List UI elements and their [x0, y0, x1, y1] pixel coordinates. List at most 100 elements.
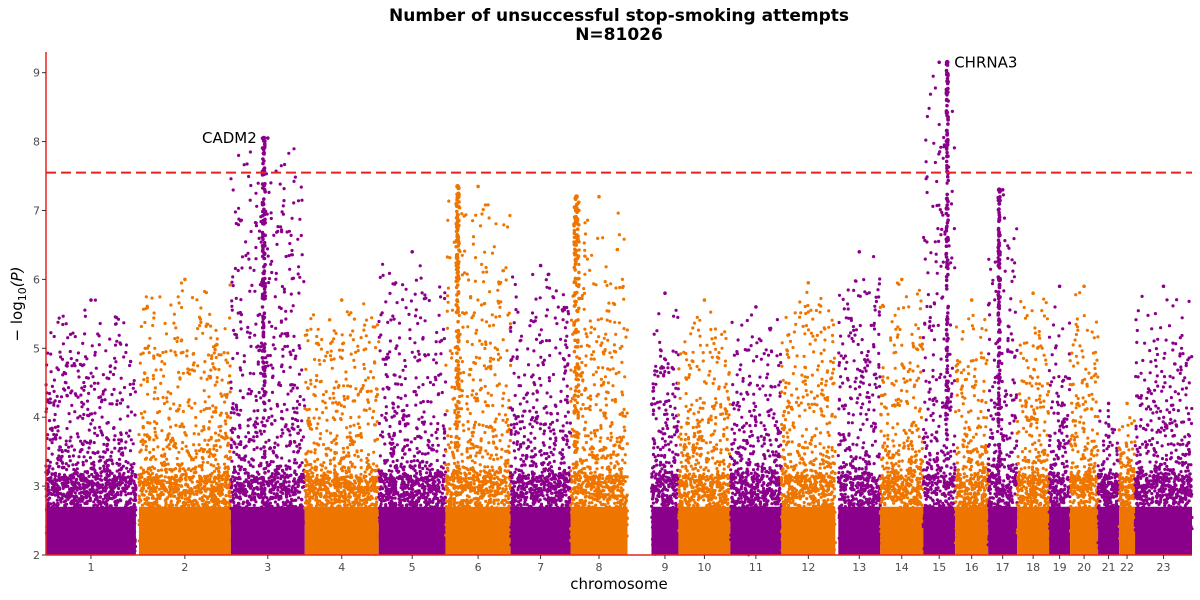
snp-point [83, 308, 87, 312]
snp-point [273, 496, 277, 500]
snp-point [75, 548, 79, 552]
snp-point [359, 458, 363, 462]
snp-point [139, 531, 143, 535]
snp-point [170, 514, 174, 518]
snp-point [263, 506, 267, 510]
snp-point [144, 295, 148, 299]
snp-point [68, 439, 72, 443]
snp-point [328, 458, 332, 462]
snp-point [160, 360, 164, 364]
snp-point [276, 530, 280, 534]
snp-point [153, 346, 157, 350]
snp-point [208, 420, 212, 424]
snp-point [53, 521, 57, 525]
snp-point [94, 515, 98, 519]
snp-point [186, 400, 190, 404]
snp-point [329, 431, 333, 435]
snp-point [225, 524, 229, 528]
snp-point [126, 414, 130, 418]
snp-point [202, 427, 206, 431]
snp-point [82, 388, 86, 392]
snp-point [380, 311, 384, 315]
snp-point [70, 389, 74, 393]
snp-point [260, 475, 264, 479]
snp-point [319, 432, 323, 436]
snp-point [280, 456, 284, 460]
snp-point [254, 398, 258, 403]
snp-point [163, 475, 167, 479]
snp-point [180, 496, 184, 500]
snp-point [195, 452, 199, 456]
snp-point [117, 449, 121, 453]
snp-point [229, 386, 233, 390]
snp-point [46, 433, 50, 437]
snp-point [255, 446, 259, 450]
snp-point [346, 511, 350, 515]
snp-point [129, 463, 133, 467]
snp-point [316, 327, 320, 331]
snp-point [168, 546, 172, 550]
snp-point [241, 395, 245, 400]
snp-point [256, 492, 260, 497]
snp-point [285, 344, 290, 348]
snp-point [324, 406, 328, 410]
snp-point [191, 363, 195, 367]
snp-point [178, 479, 182, 483]
snp-point [367, 465, 371, 469]
snp-point [350, 438, 354, 443]
snp-point [319, 379, 323, 383]
snp-point [67, 464, 71, 468]
snp-point [231, 275, 235, 279]
snp-point [121, 546, 125, 550]
snp-point [426, 376, 430, 380]
snp-point [164, 506, 168, 510]
snp-point [366, 376, 370, 380]
snp-point [206, 532, 210, 536]
snp-point [313, 467, 317, 472]
snp-point [132, 527, 136, 531]
snp-point [313, 451, 317, 455]
snp-point [277, 381, 281, 385]
snp-point [248, 371, 252, 375]
snp-point [218, 445, 222, 449]
snp-point [371, 506, 375, 510]
snp-point [293, 469, 297, 473]
snp-point [373, 505, 377, 509]
snp-point [332, 478, 336, 482]
snp-point [244, 435, 248, 439]
snp-point [144, 444, 148, 448]
snp-point [108, 469, 112, 473]
snp-point [178, 403, 182, 408]
snp-point [175, 339, 179, 344]
snp-point [76, 435, 80, 439]
snp-point [121, 513, 125, 518]
snp-point [342, 485, 346, 489]
snp-point [350, 531, 354, 535]
snp-point [58, 528, 62, 532]
snp-point [131, 386, 135, 390]
snp-point [346, 446, 350, 450]
snp-point [156, 495, 160, 499]
snp-point [96, 381, 100, 385]
snp-point [117, 475, 122, 479]
snp-point [305, 460, 309, 464]
snp-point [279, 164, 283, 168]
snp-point [309, 495, 313, 499]
snp-point [333, 539, 337, 543]
snp-point [229, 477, 233, 482]
snp-point [133, 413, 137, 417]
snp-point [412, 454, 416, 458]
snp-point [333, 486, 337, 490]
snp-point [111, 521, 115, 525]
snp-point [330, 502, 334, 506]
snp-point [436, 421, 440, 426]
snp-point [247, 501, 251, 505]
snp-point [287, 519, 291, 523]
snp-point [219, 392, 223, 396]
snp-point [248, 198, 252, 202]
snp-point [46, 520, 51, 525]
snp-point [286, 509, 290, 513]
snp-point [373, 325, 377, 329]
snp-point [285, 444, 289, 448]
snp-point [205, 377, 209, 381]
